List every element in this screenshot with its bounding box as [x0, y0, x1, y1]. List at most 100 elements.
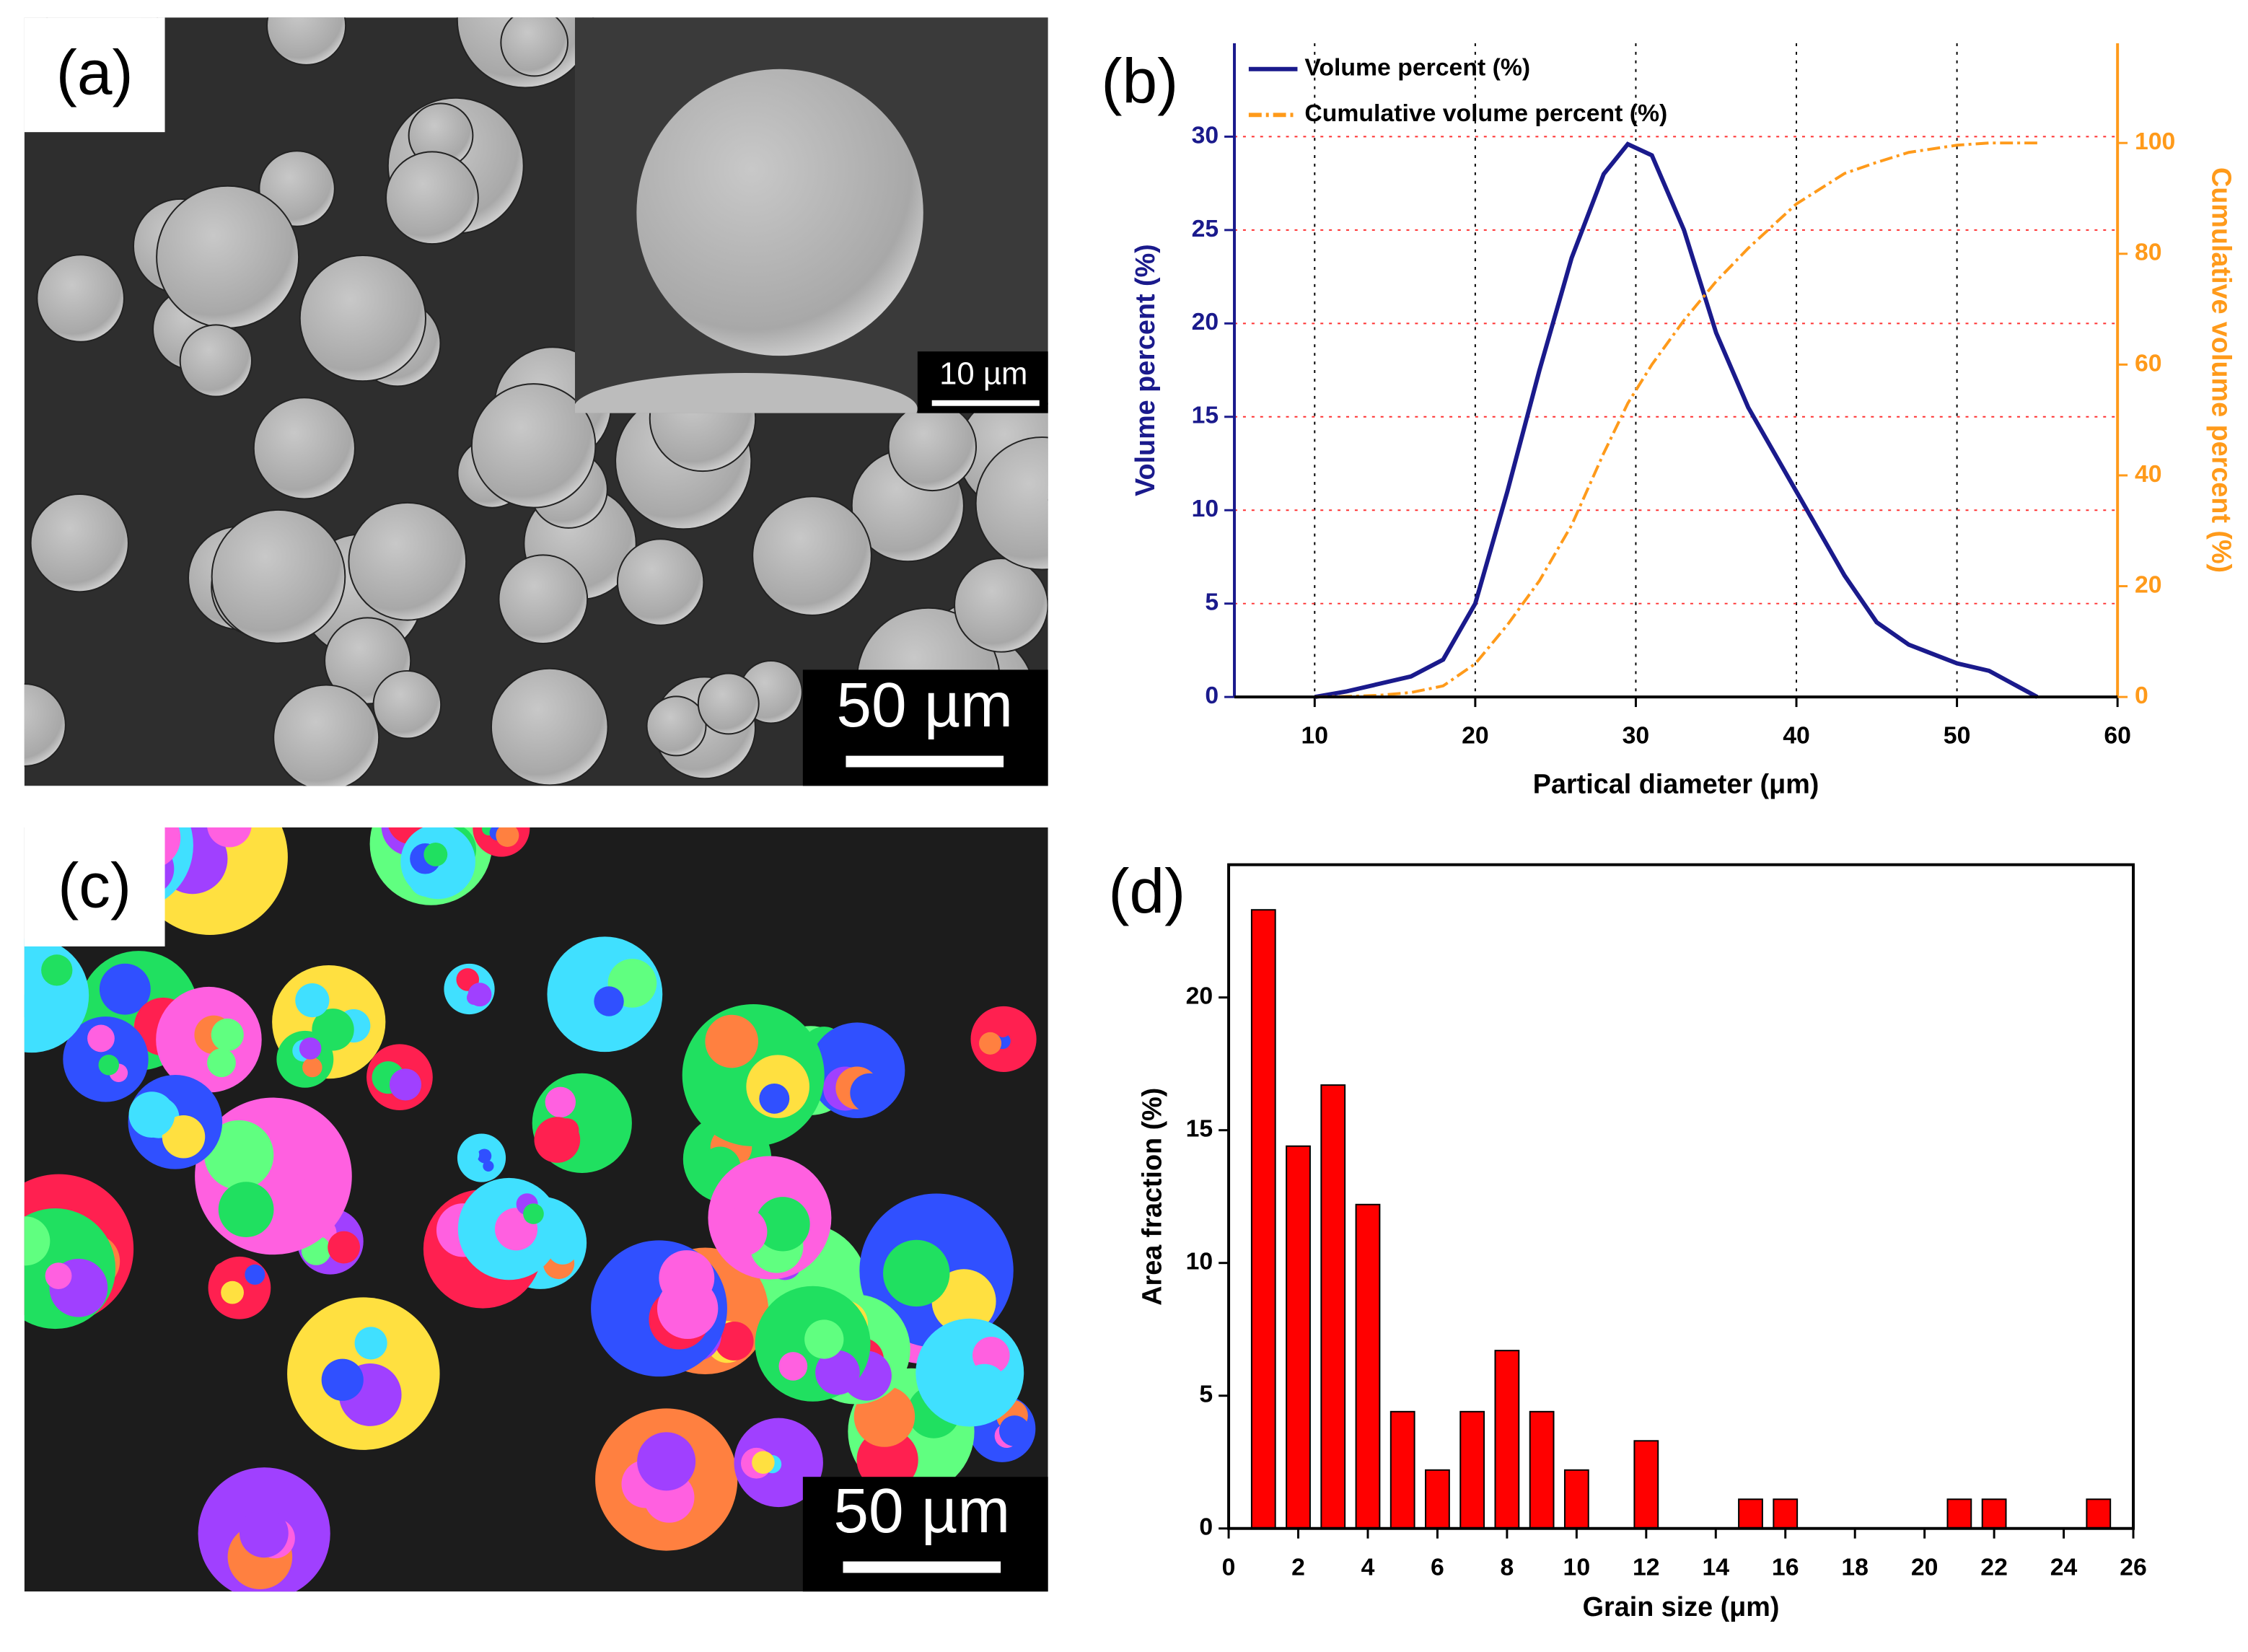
y-tick-label: 5	[1199, 1381, 1213, 1408]
y-tick-label: 0	[1205, 682, 1219, 709]
particle	[372, 669, 442, 739]
y2-tick-label: 0	[2135, 682, 2148, 709]
panel-label: (d)	[1108, 856, 1185, 926]
grain	[112, 827, 126, 830]
y-tick-label: 20	[1192, 308, 1219, 335]
particle	[253, 397, 356, 500]
grain	[714, 1321, 754, 1361]
panel-label-box	[24, 827, 165, 946]
legend-label: Volume percent (%)	[1304, 54, 1530, 82]
scale-bar	[846, 755, 1004, 768]
grain	[752, 1451, 775, 1474]
grain	[755, 1197, 810, 1252]
grain	[979, 1032, 1002, 1055]
x-tick-label: 24	[2050, 1553, 2078, 1581]
bar	[1425, 1469, 1450, 1529]
y-tick-label: 10	[1192, 495, 1219, 522]
grain	[239, 1508, 289, 1558]
grain	[295, 983, 330, 1018]
particle	[697, 672, 760, 735]
scale-bar-label: 50 µm	[836, 669, 1013, 740]
grain	[759, 1083, 790, 1114]
grain	[99, 963, 151, 1015]
grain	[463, 1146, 480, 1163]
particle	[385, 151, 479, 245]
y2-tick-label: 60	[2135, 349, 2162, 377]
particle	[348, 501, 467, 621]
x-axis-label: Grain size (μm)	[1583, 1591, 1780, 1622]
grain	[850, 1073, 890, 1112]
particle	[500, 17, 568, 77]
x-tick-label: 0	[1222, 1553, 1236, 1581]
grain	[534, 1117, 581, 1163]
x-tick-label: 4	[1361, 1553, 1375, 1581]
inset-sphere	[636, 69, 923, 356]
y-tick-label: 30	[1192, 121, 1219, 149]
scale-bar	[843, 1561, 1001, 1573]
grain	[496, 827, 519, 847]
grain	[815, 1350, 860, 1395]
bar	[1563, 1469, 1589, 1529]
bar	[1389, 1410, 1415, 1529]
particle	[299, 255, 426, 382]
grain	[804, 1319, 844, 1359]
bar	[1738, 1498, 1763, 1529]
x-tick-label: 14	[1702, 1553, 1729, 1581]
x-tick-label: 60	[2104, 722, 2131, 750]
bar	[2086, 1498, 2112, 1529]
x-tick-label: 50	[1944, 722, 1971, 750]
scale-bar	[931, 400, 1040, 406]
grain	[0, 1008, 18, 1034]
grain	[423, 843, 448, 866]
x-tick-label: 18	[1841, 1553, 1869, 1581]
sem-inset	[574, 17, 1048, 413]
grain	[998, 1415, 1030, 1446]
grain	[996, 1023, 1011, 1037]
grain	[705, 1014, 758, 1068]
particle	[975, 436, 1048, 571]
panel-label: (a)	[56, 38, 133, 108]
particle	[616, 538, 705, 626]
panel-label: (b)	[1101, 46, 1178, 117]
data-line	[1314, 141, 2039, 700]
data-line	[1314, 141, 2037, 699]
x-tick-label: 16	[1772, 1553, 1799, 1581]
y-tick-label: 20	[1186, 983, 1213, 1010]
x-tick-label: 10	[1301, 722, 1329, 750]
grain	[321, 1358, 364, 1401]
bar	[1355, 1203, 1381, 1529]
bar	[1946, 1498, 1972, 1529]
particle	[30, 493, 129, 593]
y-axis-label: Volume percent (%)	[1130, 244, 1160, 496]
bar	[1459, 1410, 1485, 1529]
y-tick-label: 15	[1186, 1115, 1213, 1143]
bar	[1633, 1440, 1659, 1529]
particle	[470, 383, 597, 509]
x-tick-label: 10	[1563, 1553, 1591, 1581]
grain	[87, 1024, 115, 1053]
panel-label-box	[24, 17, 165, 133]
y-tick-label: 15	[1192, 402, 1219, 429]
grain	[162, 1115, 206, 1159]
bar	[1286, 1145, 1311, 1529]
grain	[594, 986, 624, 1016]
grain	[957, 1217, 993, 1253]
grain	[883, 1239, 950, 1307]
y-axis-label: Area fraction (%)	[1137, 1088, 1167, 1306]
grain	[523, 1203, 544, 1224]
grain	[466, 990, 481, 1005]
grain	[477, 1148, 492, 1164]
bar	[1773, 1498, 1799, 1529]
y-tick-label: 5	[1205, 589, 1219, 616]
x-tick-label: 20	[1911, 1553, 1939, 1581]
bar	[1250, 909, 1276, 1529]
x-tick-label: 8	[1501, 1553, 1514, 1581]
particle	[24, 682, 66, 767]
y2-axis-label: Cumulative volume percent (%)	[2206, 167, 2236, 573]
particle	[156, 185, 300, 329]
particle	[646, 695, 707, 757]
grain	[389, 1068, 422, 1101]
grain	[245, 1264, 265, 1285]
